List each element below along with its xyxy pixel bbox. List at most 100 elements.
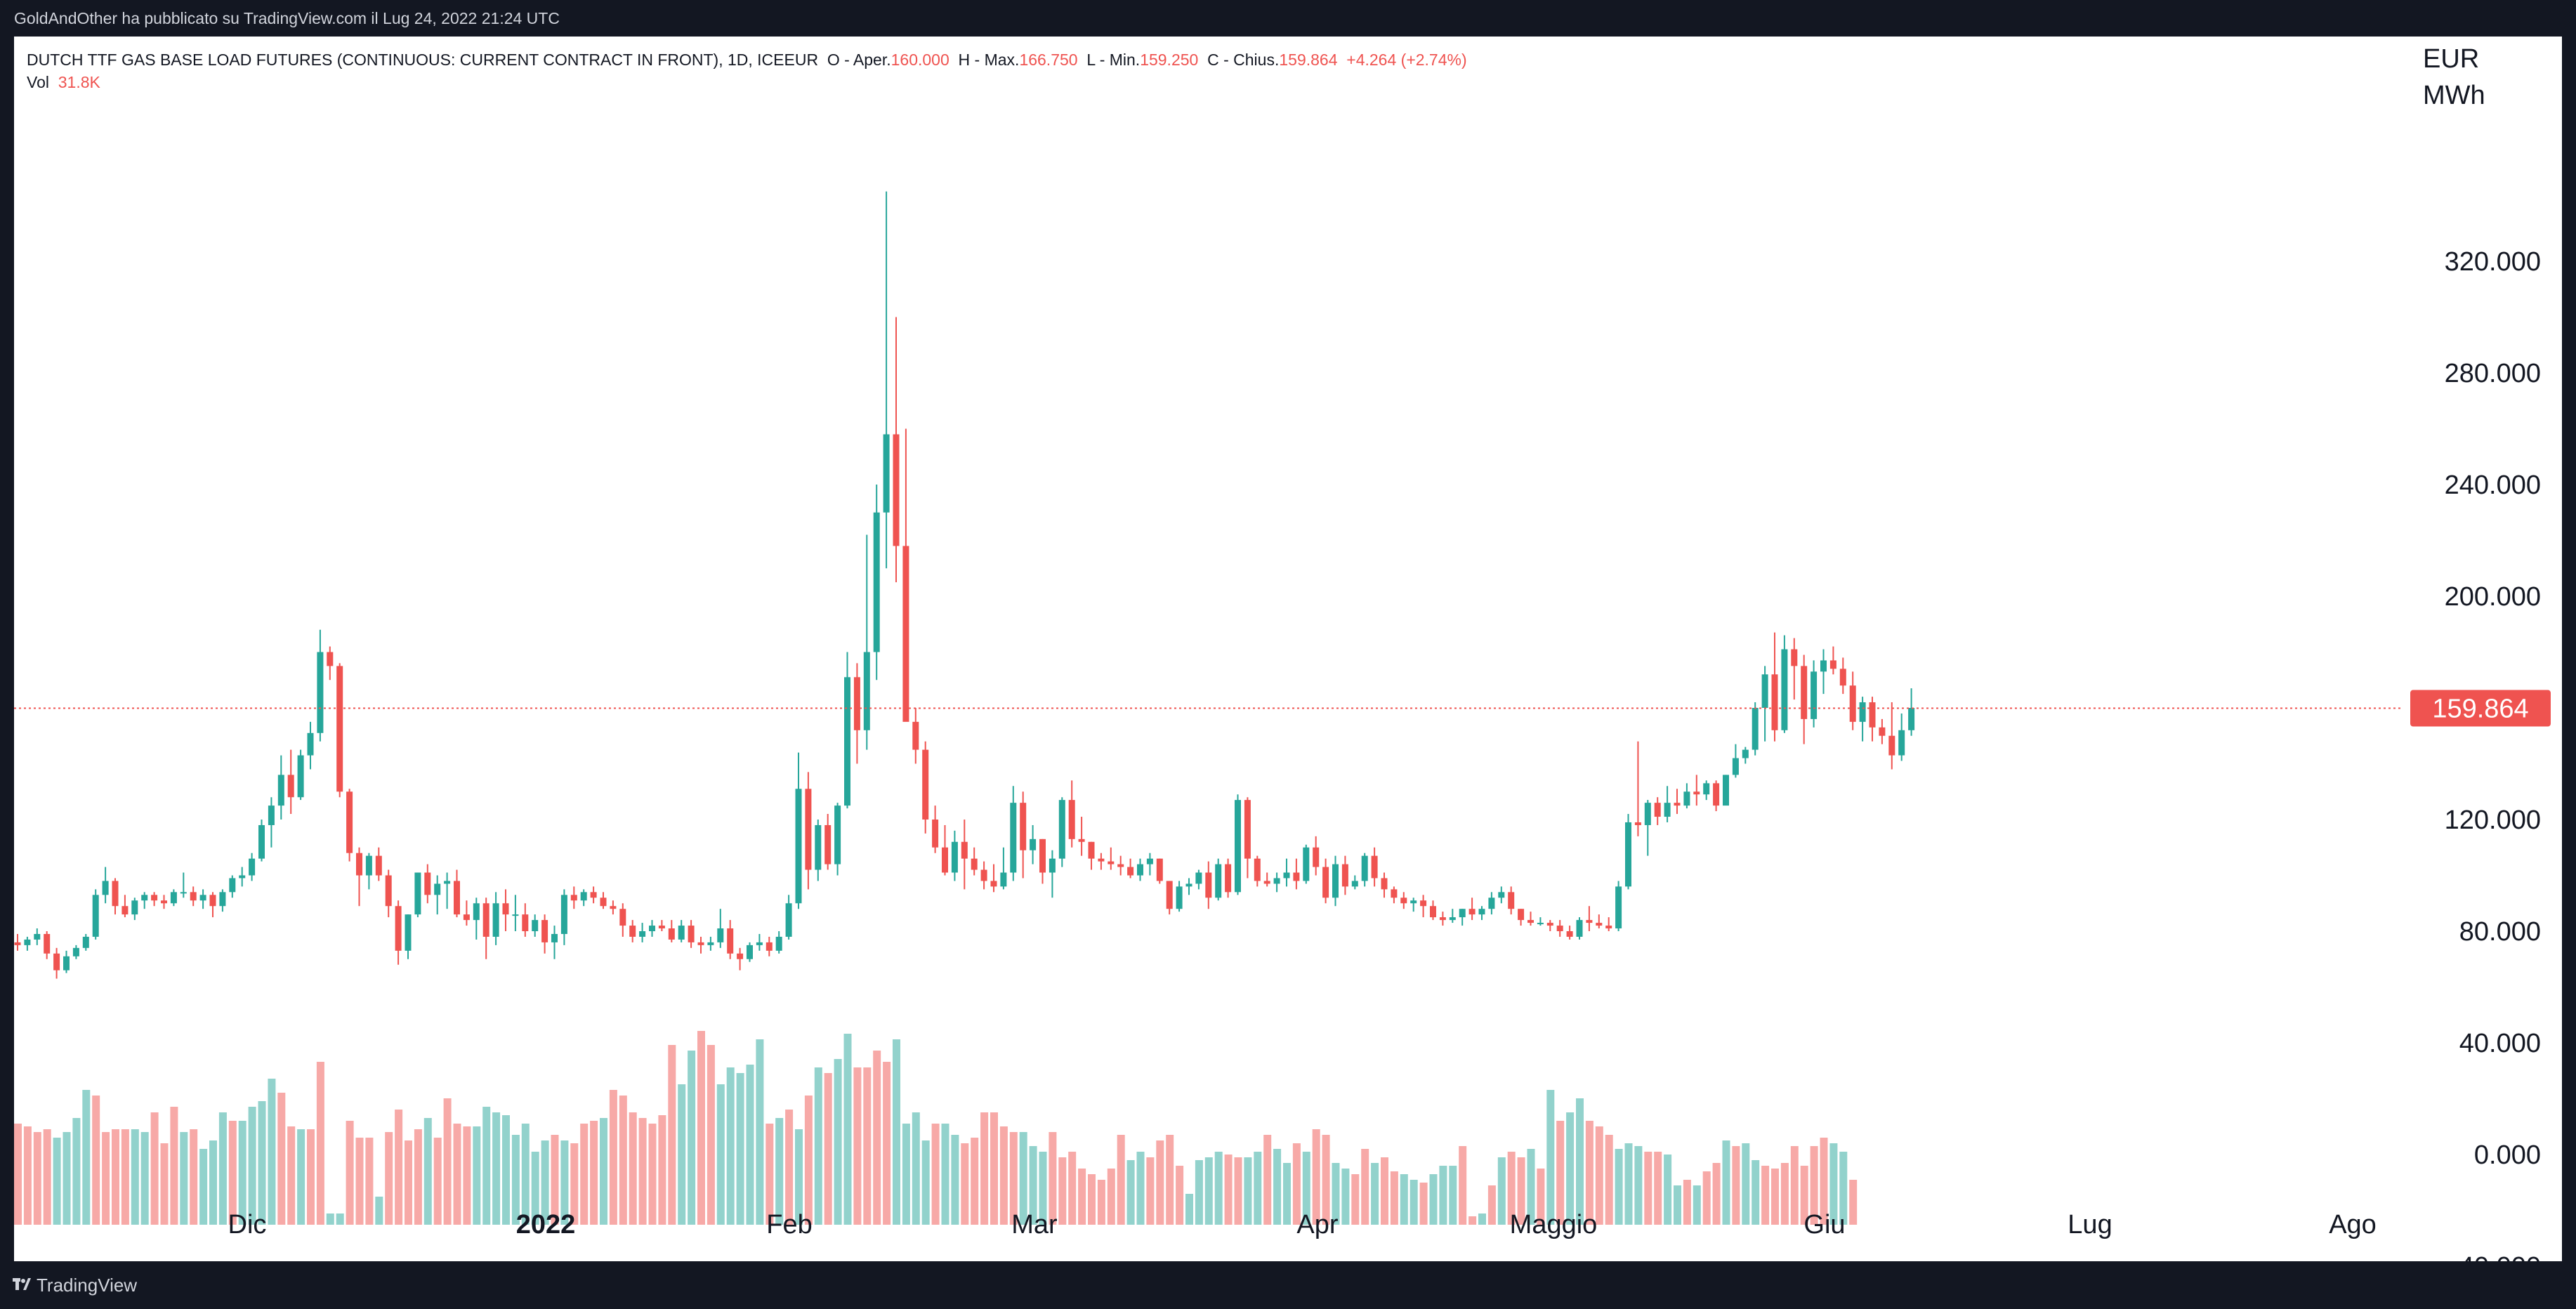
volume-bar — [961, 1143, 969, 1225]
candle — [131, 897, 138, 921]
volume-bar — [1566, 1112, 1575, 1225]
volume-bar — [1078, 1169, 1086, 1225]
chart-panel[interactable]: 320.000 280.000 240.000 200.000 120.000 80.00… — [14, 37, 2562, 1261]
candle-body — [765, 942, 773, 951]
volume-bar — [1039, 1152, 1047, 1225]
candle-body — [1683, 791, 1690, 806]
volume-bar — [1107, 1169, 1115, 1225]
candle-body — [317, 652, 324, 733]
candle — [1888, 702, 1895, 770]
volume-bar — [931, 1124, 940, 1225]
candle-body — [1351, 881, 1358, 887]
volume-bar — [112, 1129, 119, 1225]
candle — [434, 875, 441, 915]
candle — [1166, 881, 1173, 915]
candle — [590, 886, 597, 904]
candle-body — [327, 652, 334, 666]
candle — [268, 797, 275, 848]
candle — [1781, 635, 1788, 733]
candle — [1771, 632, 1778, 742]
candle — [1293, 858, 1300, 890]
candle-body — [570, 895, 577, 901]
volume-bar — [1283, 1163, 1291, 1225]
candle — [346, 789, 353, 862]
volume-bar — [23, 1126, 32, 1225]
candle — [180, 872, 187, 898]
tradingview-brand[interactable]: TradingView — [37, 1275, 138, 1296]
volume-bar — [1381, 1157, 1388, 1225]
last-price-badge-bg — [2410, 690, 2551, 727]
volume-bar — [1117, 1135, 1125, 1225]
candle-body — [1108, 861, 1115, 864]
candle — [932, 805, 939, 853]
candle — [1449, 909, 1456, 923]
candle — [112, 878, 119, 915]
volume-bar — [1136, 1152, 1145, 1225]
volume-bar — [355, 1138, 364, 1225]
high-value: 166.750 — [1019, 51, 1078, 69]
candle-body — [610, 906, 617, 909]
footer-bar: TradingView — [0, 1261, 2576, 1309]
candle-body — [1732, 758, 1739, 775]
volume-bar — [1351, 1174, 1360, 1225]
volume-bar — [668, 1045, 676, 1225]
candle — [756, 933, 763, 951]
candle — [522, 903, 529, 937]
volume-bar — [902, 1124, 910, 1225]
volume-bar — [1097, 1180, 1105, 1225]
volume-bar — [131, 1129, 139, 1225]
candle-body — [1518, 909, 1525, 921]
candle — [63, 950, 70, 973]
volume-bar — [92, 1096, 100, 1225]
volume-bar — [1146, 1157, 1155, 1225]
candle-body — [1527, 920, 1534, 923]
candle — [1713, 780, 1720, 812]
candle — [570, 886, 577, 909]
candle — [951, 830, 958, 881]
candle — [1439, 912, 1446, 926]
candle — [1225, 858, 1232, 898]
candle — [580, 889, 587, 907]
candle-body — [912, 721, 919, 750]
price-tick-label: 200.000 — [2445, 582, 2541, 612]
volume-bar — [473, 1126, 481, 1225]
volume-bar — [277, 1093, 286, 1225]
candle — [727, 920, 734, 959]
candle — [824, 814, 832, 870]
volume-bar — [1839, 1152, 1848, 1225]
price-tick-label: −40.000 — [2444, 1252, 2541, 1261]
candle — [1283, 858, 1290, 887]
volume-bar — [765, 1124, 774, 1225]
candle — [1313, 836, 1320, 876]
candle — [277, 755, 284, 820]
price-tick-label: 40.000 — [2459, 1029, 2541, 1058]
price-candles — [14, 191, 1915, 979]
candle-body — [1303, 847, 1310, 881]
candle-body — [775, 936, 782, 951]
candle-body — [72, 947, 79, 956]
candle-body — [1146, 858, 1153, 864]
volume-bar — [1478, 1213, 1486, 1225]
volume-bar — [1273, 1149, 1282, 1225]
candle — [1137, 858, 1143, 881]
volume-bar — [1664, 1155, 1672, 1225]
candle-body — [942, 847, 948, 873]
candle — [190, 886, 197, 907]
candle-body — [1156, 858, 1163, 881]
volume-bar — [1556, 1121, 1565, 1225]
volume-bar — [580, 1124, 589, 1225]
candlestick-chart[interactable]: 320.000 280.000 240.000 200.000 120.000 80.00… — [14, 37, 2562, 1261]
volume-bar — [1780, 1163, 1789, 1225]
candle — [747, 942, 753, 962]
candle-body — [1625, 822, 1631, 887]
volume-bars — [14, 1031, 1858, 1225]
candle — [815, 820, 822, 881]
volume-bar — [33, 1132, 41, 1225]
candle — [151, 892, 158, 907]
volume-bar — [999, 1126, 1008, 1225]
candle — [121, 895, 129, 918]
volume-bar — [453, 1124, 461, 1225]
candle-body — [1000, 872, 1007, 887]
time-tick-label: Apr — [1296, 1210, 1338, 1239]
candle-body — [707, 942, 714, 945]
